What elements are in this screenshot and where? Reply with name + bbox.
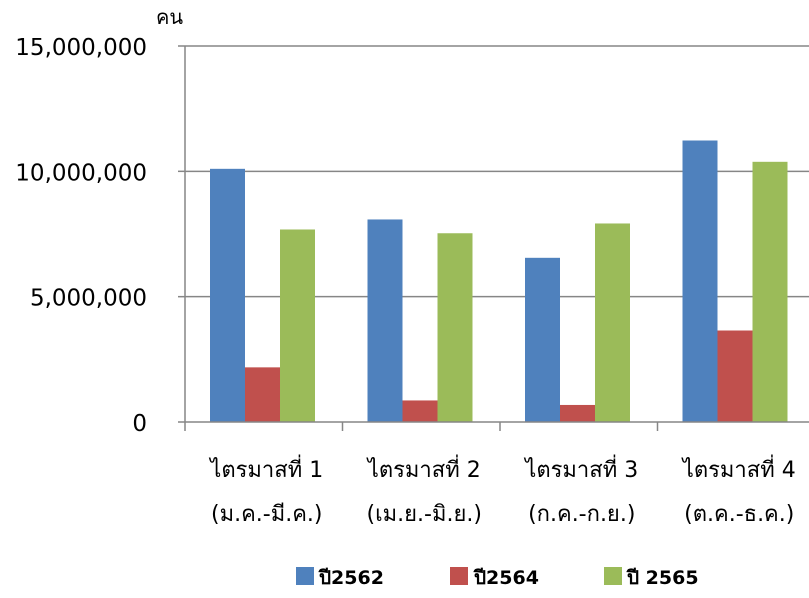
x-tick-label-0-line-0: ไตรมาสที่ 1 bbox=[208, 454, 323, 483]
bar-series-2-category-0 bbox=[280, 229, 315, 422]
legend-swatch-0 bbox=[296, 567, 314, 585]
x-tick-label-1-line-1: (เม.ย.-มิ.ย.) bbox=[367, 502, 482, 527]
x-tick-label-2-line-1: (ก.ค.-ก.ย.) bbox=[528, 502, 635, 527]
legend-label-1: ปี2564 bbox=[473, 567, 539, 589]
bar-series-1-category-3 bbox=[717, 330, 753, 422]
bar-series-0-category-1 bbox=[367, 219, 403, 422]
x-tick-label-2-line-0: ไตรมาสที่ 3 bbox=[523, 454, 638, 483]
bar-series-1-category-1 bbox=[402, 400, 438, 422]
y-axis-unit-label: คน bbox=[156, 5, 183, 29]
x-tick-label-1-line-0: ไตรมาสที่ 2 bbox=[366, 454, 481, 483]
y-tick-label-0: 0 bbox=[132, 411, 147, 437]
x-tick-label-3-line-1: (ต.ค.-ธ.ค.) bbox=[684, 502, 794, 527]
legend-label-0: ปี2562 bbox=[318, 567, 384, 589]
x-tick-label-0-line-1: (ม.ค.-มี.ค.) bbox=[211, 502, 323, 527]
bar-series-1-category-0 bbox=[245, 367, 280, 422]
y-tick-label-2: 10,000,000 bbox=[15, 160, 147, 186]
y-tick-label-3: 15,000,000 bbox=[15, 35, 147, 61]
bar-series-2-category-3 bbox=[752, 161, 788, 423]
x-tick-labels: ไตรมาสที่ 1 (ม.ค.-มี.ค.) ไตรมาสที่ 2 (เม.ย.… bbox=[208, 454, 795, 527]
bar-series-0-category-3 bbox=[682, 140, 718, 422]
y-tick-labels: 0 5,000,000 10,000,000 15,000,000 bbox=[15, 35, 147, 437]
legend-swatch-2 bbox=[604, 567, 622, 585]
y-tick-label-1: 5,000,000 bbox=[30, 286, 147, 312]
bar-series-2-category-1 bbox=[437, 233, 473, 422]
bar-series-2-category-2 bbox=[595, 223, 630, 422]
bar-series-0-category-2 bbox=[525, 257, 560, 422]
bar-series-1-category-2 bbox=[560, 404, 595, 422]
legend-swatch-1 bbox=[450, 567, 468, 585]
axes bbox=[178, 45, 809, 431]
legend: ปี2562 ปี2564 ปี 2565 bbox=[296, 567, 699, 589]
bar-series-0-category-0 bbox=[210, 168, 245, 422]
bars bbox=[210, 140, 788, 423]
legend-label-2: ปี 2565 bbox=[626, 567, 698, 589]
x-tick-label-3-line-0: ไตรมาสที่ 4 bbox=[681, 454, 796, 483]
